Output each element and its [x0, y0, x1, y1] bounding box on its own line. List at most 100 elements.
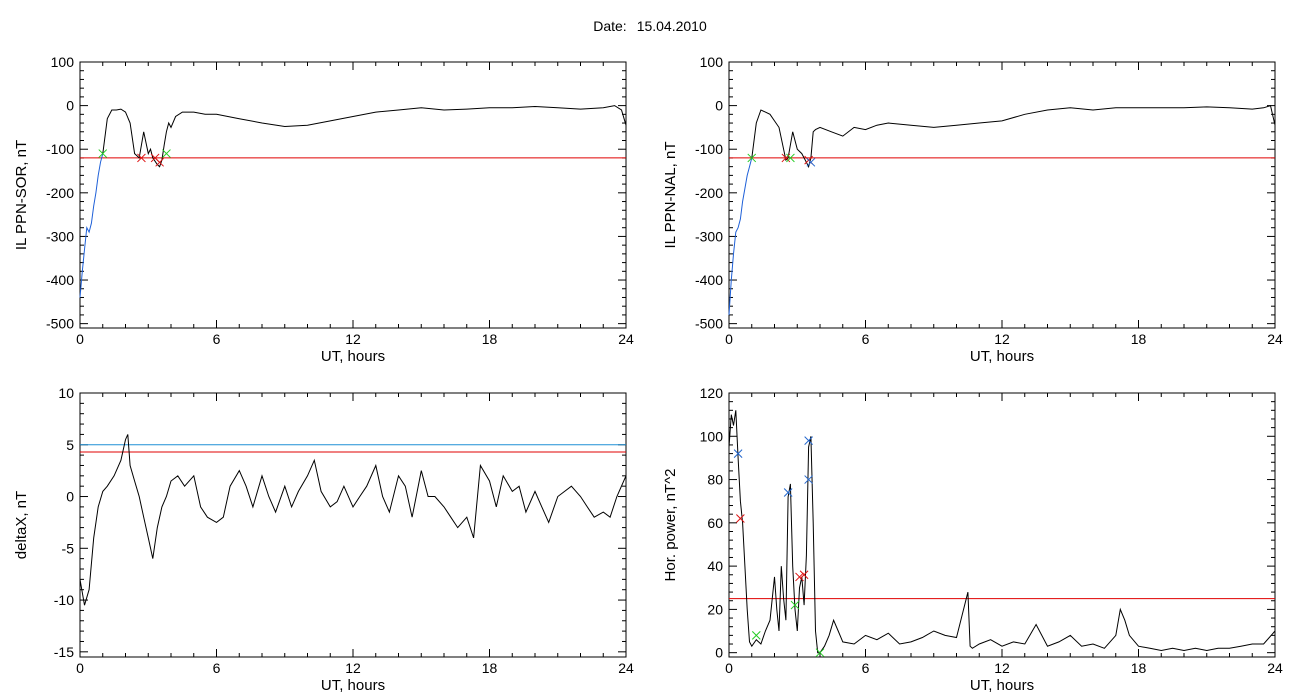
- y-tick-label: 120: [700, 385, 724, 401]
- marker-stroke: [786, 153, 795, 163]
- x-tick-label: 12: [994, 331, 1010, 347]
- marker-green: [786, 153, 795, 163]
- y-tick-label: 0: [66, 489, 74, 505]
- marker-green: [98, 149, 108, 158]
- y-axis-label: Hor. power, nT^2: [662, 469, 679, 582]
- x-tick-label: 18: [1131, 660, 1147, 676]
- y-tick-label: -500: [695, 316, 723, 332]
- y-tick-label: 100: [51, 54, 75, 70]
- date-label: Date:: [593, 18, 627, 34]
- y-tick-label: -5: [62, 540, 75, 556]
- marker-stroke: [751, 631, 761, 640]
- y-tick-label: -100: [695, 141, 723, 157]
- marker-stroke: [806, 157, 816, 167]
- y-tick-label: -500: [46, 316, 74, 332]
- marker-stroke: [804, 436, 813, 445]
- y-tick-label: -10: [54, 592, 74, 608]
- chart-deltax: 0 6 12 18 24 10 5 0 -5 -10 -15 UT, hours deltaX, nT: [13, 385, 634, 694]
- y-tick-label: -400: [46, 272, 74, 288]
- marker-green: [790, 600, 800, 610]
- x-tick-label: 18: [482, 331, 498, 347]
- y-axis-label: IL PPN-SOR, nT: [13, 140, 30, 250]
- marker-stroke: [155, 157, 164, 167]
- plot-frame: [728, 392, 1276, 658]
- x-axis-label: UT, hours: [321, 348, 385, 365]
- y-tick-label: -300: [695, 228, 723, 244]
- y-tick-label: 100: [700, 54, 724, 70]
- y-tick-label: 0: [66, 98, 74, 114]
- x-tick-label: 12: [345, 331, 361, 347]
- x-tick-label: 0: [76, 660, 84, 676]
- marker-green: [751, 631, 761, 640]
- marker-blue: [804, 475, 813, 484]
- marker-stroke: [747, 153, 757, 163]
- marker-blue: [733, 449, 743, 458]
- marker-green: [815, 648, 825, 658]
- marker-stroke: [162, 149, 171, 158]
- marker-red: [799, 570, 809, 580]
- marker-stroke: [815, 648, 825, 658]
- series-line-0: [79, 153, 104, 298]
- x-tick-label: 0: [725, 660, 733, 676]
- y-tick-label: 0: [715, 645, 723, 661]
- y-tick-label: 100: [700, 428, 724, 444]
- marker-blue: [806, 157, 816, 167]
- series-line-0: [728, 410, 1276, 654]
- marker-red: [736, 514, 745, 523]
- y-tick-label: -300: [46, 228, 74, 244]
- marker-stroke: [790, 600, 800, 610]
- marker-stroke: [733, 449, 743, 458]
- x-tick-label: 12: [345, 660, 361, 676]
- marker-stroke: [781, 153, 791, 163]
- x-tick-label: 6: [213, 660, 221, 676]
- x-tick-label: 12: [994, 660, 1010, 676]
- x-tick-label: 24: [618, 331, 634, 347]
- chart-hor-power: 0 6 12 18 24 120 100 80 60 40 20 0 UT, hours Hor. pow…: [662, 385, 1283, 694]
- x-axis-label: UT, hours: [321, 677, 385, 694]
- marker-red: [795, 572, 804, 582]
- marker-stroke: [795, 572, 804, 582]
- plot-frame: [728, 61, 1276, 329]
- marker-red: [137, 153, 146, 163]
- marker-stroke: [783, 488, 793, 497]
- y-axis-label: deltaX, nT: [13, 491, 30, 559]
- x-tick-label: 6: [862, 331, 870, 347]
- page-title: Date: 15.04.2010: [0, 18, 1300, 34]
- x-tick-label: 6: [213, 331, 221, 347]
- series-line-0: [79, 434, 627, 606]
- x-axis-label: UT, hours: [970, 677, 1034, 694]
- x-axis-label: UT, hours: [970, 348, 1034, 365]
- chart-ppn-nal: 0 6 12 18 24 100 0 -100 -200 -300 -400 -500 UT, hour…: [662, 54, 1283, 365]
- plot-frame: [79, 392, 627, 658]
- x-tick-label: 24: [618, 660, 634, 676]
- marker-green: [162, 149, 171, 158]
- marker-stroke: [150, 153, 160, 163]
- y-tick-label: 20: [707, 601, 723, 617]
- y-tick-label: 10: [58, 385, 74, 401]
- marker-stroke: [804, 475, 813, 484]
- y-axis-label: IL PPN-NAL, nT: [662, 142, 679, 249]
- x-tick-label: 0: [725, 331, 733, 347]
- plot-frame: [79, 61, 627, 329]
- marker-red: [155, 157, 164, 167]
- y-tick-label: 40: [707, 558, 723, 574]
- x-tick-label: 6: [862, 660, 870, 676]
- x-tick-label: 24: [1267, 660, 1283, 676]
- y-tick-label: -200: [695, 185, 723, 201]
- chart-ppn-sor: 0 6 12 18 24 100 0 -100 -200 -300 -400 -500 UT, hour…: [13, 54, 634, 365]
- marker-blue: [804, 436, 813, 445]
- marker-stroke: [137, 153, 146, 163]
- x-tick-label: 0: [76, 331, 84, 347]
- y-tick-label: 60: [707, 515, 723, 531]
- series-line-1: [102, 105, 627, 168]
- marker-stroke: [98, 149, 108, 158]
- marker-stroke: [799, 570, 809, 580]
- y-tick-label: -100: [46, 141, 74, 157]
- x-tick-label: 18: [482, 660, 498, 676]
- x-tick-label: 18: [1131, 331, 1147, 347]
- y-tick-label: 0: [715, 98, 723, 114]
- y-tick-label: -200: [46, 185, 74, 201]
- date-value: 15.04.2010: [636, 18, 707, 34]
- marker-stroke: [736, 514, 745, 523]
